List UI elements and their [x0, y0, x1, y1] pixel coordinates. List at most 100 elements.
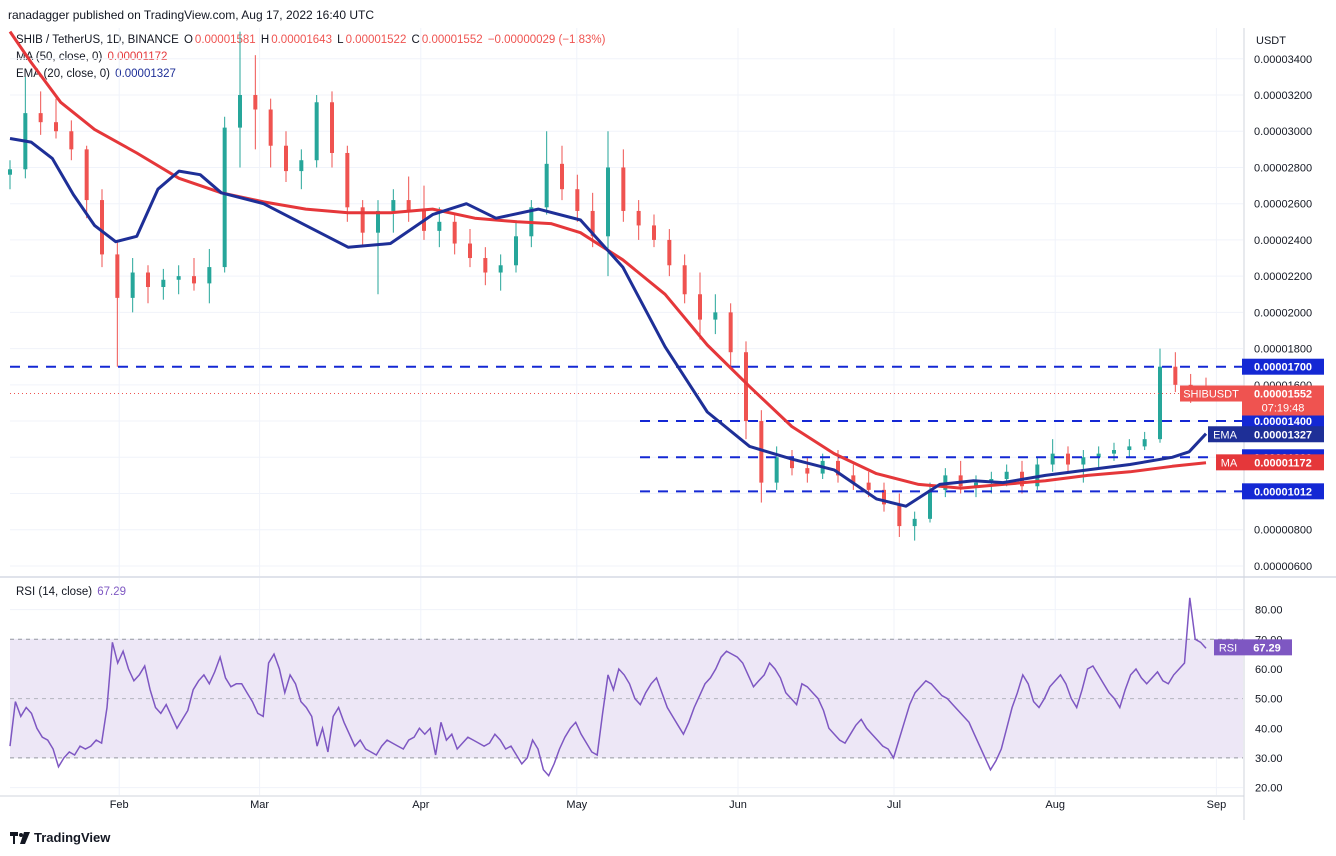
ma-line: [8, 30, 1207, 490]
candle-body: [299, 160, 304, 172]
candle-body: [1096, 453, 1101, 458]
price-tick-label: 0.00002200: [1254, 271, 1312, 283]
price-tick-label: 0.00003000: [1254, 126, 1312, 138]
current-symbol-tag[interactable]: [1180, 385, 1242, 402]
candle-body: [437, 221, 442, 231]
ema-name-tag-text: EMA: [1213, 429, 1238, 441]
price-tick-label: 0.00003200: [1254, 90, 1312, 102]
candle-body: [115, 254, 120, 298]
candle-body: [851, 475, 856, 483]
ma-legend-label[interactable]: MA (50, close, 0): [16, 51, 103, 63]
candle-body: [575, 189, 580, 211]
candle-body: [974, 482, 978, 487]
rsi-tick-label: 40.00: [1255, 723, 1283, 735]
ma-legend-value: 0.00001172: [107, 51, 168, 63]
ma-value-tag-text: 0.00001172: [1254, 457, 1312, 469]
symbol-title[interactable]: SHIB / TetherUS, 1D, BINANCE: [16, 34, 179, 46]
candle-body: [161, 279, 166, 288]
ema-legend-label[interactable]: EMA (20, close, 0): [16, 68, 110, 80]
current-price-tag-text: 0.00001552: [1254, 389, 1312, 401]
level-tag: [1242, 483, 1324, 500]
candle-body: [406, 200, 411, 211]
candle-body: [560, 163, 564, 190]
rsi-line: [9, 597, 1207, 778]
indicator-lines: [8, 30, 1208, 778]
candle-body: [805, 468, 810, 474]
candle-body: [330, 102, 334, 153]
rsi-name-tag[interactable]: [1214, 639, 1242, 656]
horizontal-levels: [10, 365, 1243, 493]
high-label: H: [260, 34, 270, 46]
candle-body: [1112, 450, 1116, 454]
price-tick-label: 0.00000800: [1254, 525, 1312, 537]
candle-body: [360, 207, 365, 233]
level-tag: [1242, 413, 1324, 430]
candle-body: [483, 258, 488, 273]
time-tick-label: May: [566, 799, 587, 811]
axes: USDT0.000006000.000008000.000010000.0000…: [0, 28, 1336, 820]
candle-body: [192, 276, 196, 284]
price-tick-label: 0.00001800: [1254, 344, 1312, 356]
candle-body: [713, 312, 718, 320]
candle-body: [1158, 366, 1162, 440]
y-axis-unit: USDT: [1256, 35, 1286, 47]
candle-body: [1066, 453, 1070, 465]
candle-body: [652, 225, 656, 240]
candle-body: [1004, 471, 1009, 480]
rsi-tick-label: 30.00: [1255, 753, 1283, 765]
price-tags: 0.000017000.000014000.000012000.00001012…: [1180, 358, 1324, 656]
candle-body: [621, 167, 626, 211]
ma-name-tag-text: MA: [1221, 457, 1238, 469]
footer-brand-text: TradingView: [34, 830, 111, 845]
ema-legend-value: 0.00001327: [115, 68, 176, 80]
candle-body: [606, 167, 610, 237]
price-tick-label: 0.00002800: [1254, 162, 1312, 174]
candle-body: [38, 113, 43, 123]
candle-body: [130, 272, 135, 298]
ema-value-tag-text: 0.00001327: [1254, 429, 1312, 441]
candle-body: [176, 276, 181, 280]
rsi-value-tag: [1242, 639, 1292, 656]
candle-body: [69, 131, 74, 150]
open-label: O: [183, 34, 193, 46]
level-tag-text: 0.00001012: [1254, 486, 1312, 498]
price-tick-label: 0.00003400: [1254, 54, 1312, 66]
candle-body: [452, 221, 457, 244]
footer-brand[interactable]: TradingView: [10, 830, 110, 845]
candle-body: [636, 210, 641, 226]
high-value: 0.00001643: [271, 34, 332, 46]
candle-body: [345, 152, 350, 208]
change-value: −0.00000029 (−1.83%): [487, 34, 606, 46]
rsi-tick-label: 60.00: [1255, 664, 1283, 676]
rsi-legend-label[interactable]: RSI (14, close): [16, 586, 93, 598]
candle-body: [284, 145, 288, 172]
time-tick-label: Aug: [1045, 799, 1065, 811]
candle-body: [376, 210, 380, 233]
ma-name-tag[interactable]: [1216, 454, 1242, 471]
candle-body: [1142, 439, 1147, 447]
current-price-tag: [1242, 385, 1324, 416]
ema-line: [9, 137, 1208, 508]
candle-body: [836, 460, 840, 476]
rsi-tick-label: 50.00: [1255, 694, 1283, 706]
candle-body: [238, 95, 242, 128]
rsi-tick-label: 80.00: [1255, 605, 1283, 617]
candle-body: [928, 489, 932, 519]
candle-body: [882, 489, 886, 505]
countdown-text: 07:19:48: [1262, 403, 1305, 415]
candle-body: [253, 95, 258, 110]
candle-body: [222, 127, 227, 268]
ema-legend: EMA (20, close, 0) 0.00001327: [16, 68, 178, 80]
ma-legend: MA (50, close, 0) 0.00001172: [16, 51, 169, 63]
candle-body: [314, 102, 319, 161]
candle-body: [514, 236, 518, 266]
time-tick-label: Apr: [412, 799, 429, 811]
rsi-tick-label: 20.00: [1255, 783, 1283, 795]
tradingview-logo-icon: [10, 831, 30, 844]
ema-name-tag[interactable]: [1208, 426, 1242, 443]
time-tick-label: Feb: [110, 799, 129, 811]
candle-body: [912, 518, 917, 527]
time-tick-label: Mar: [250, 799, 269, 811]
